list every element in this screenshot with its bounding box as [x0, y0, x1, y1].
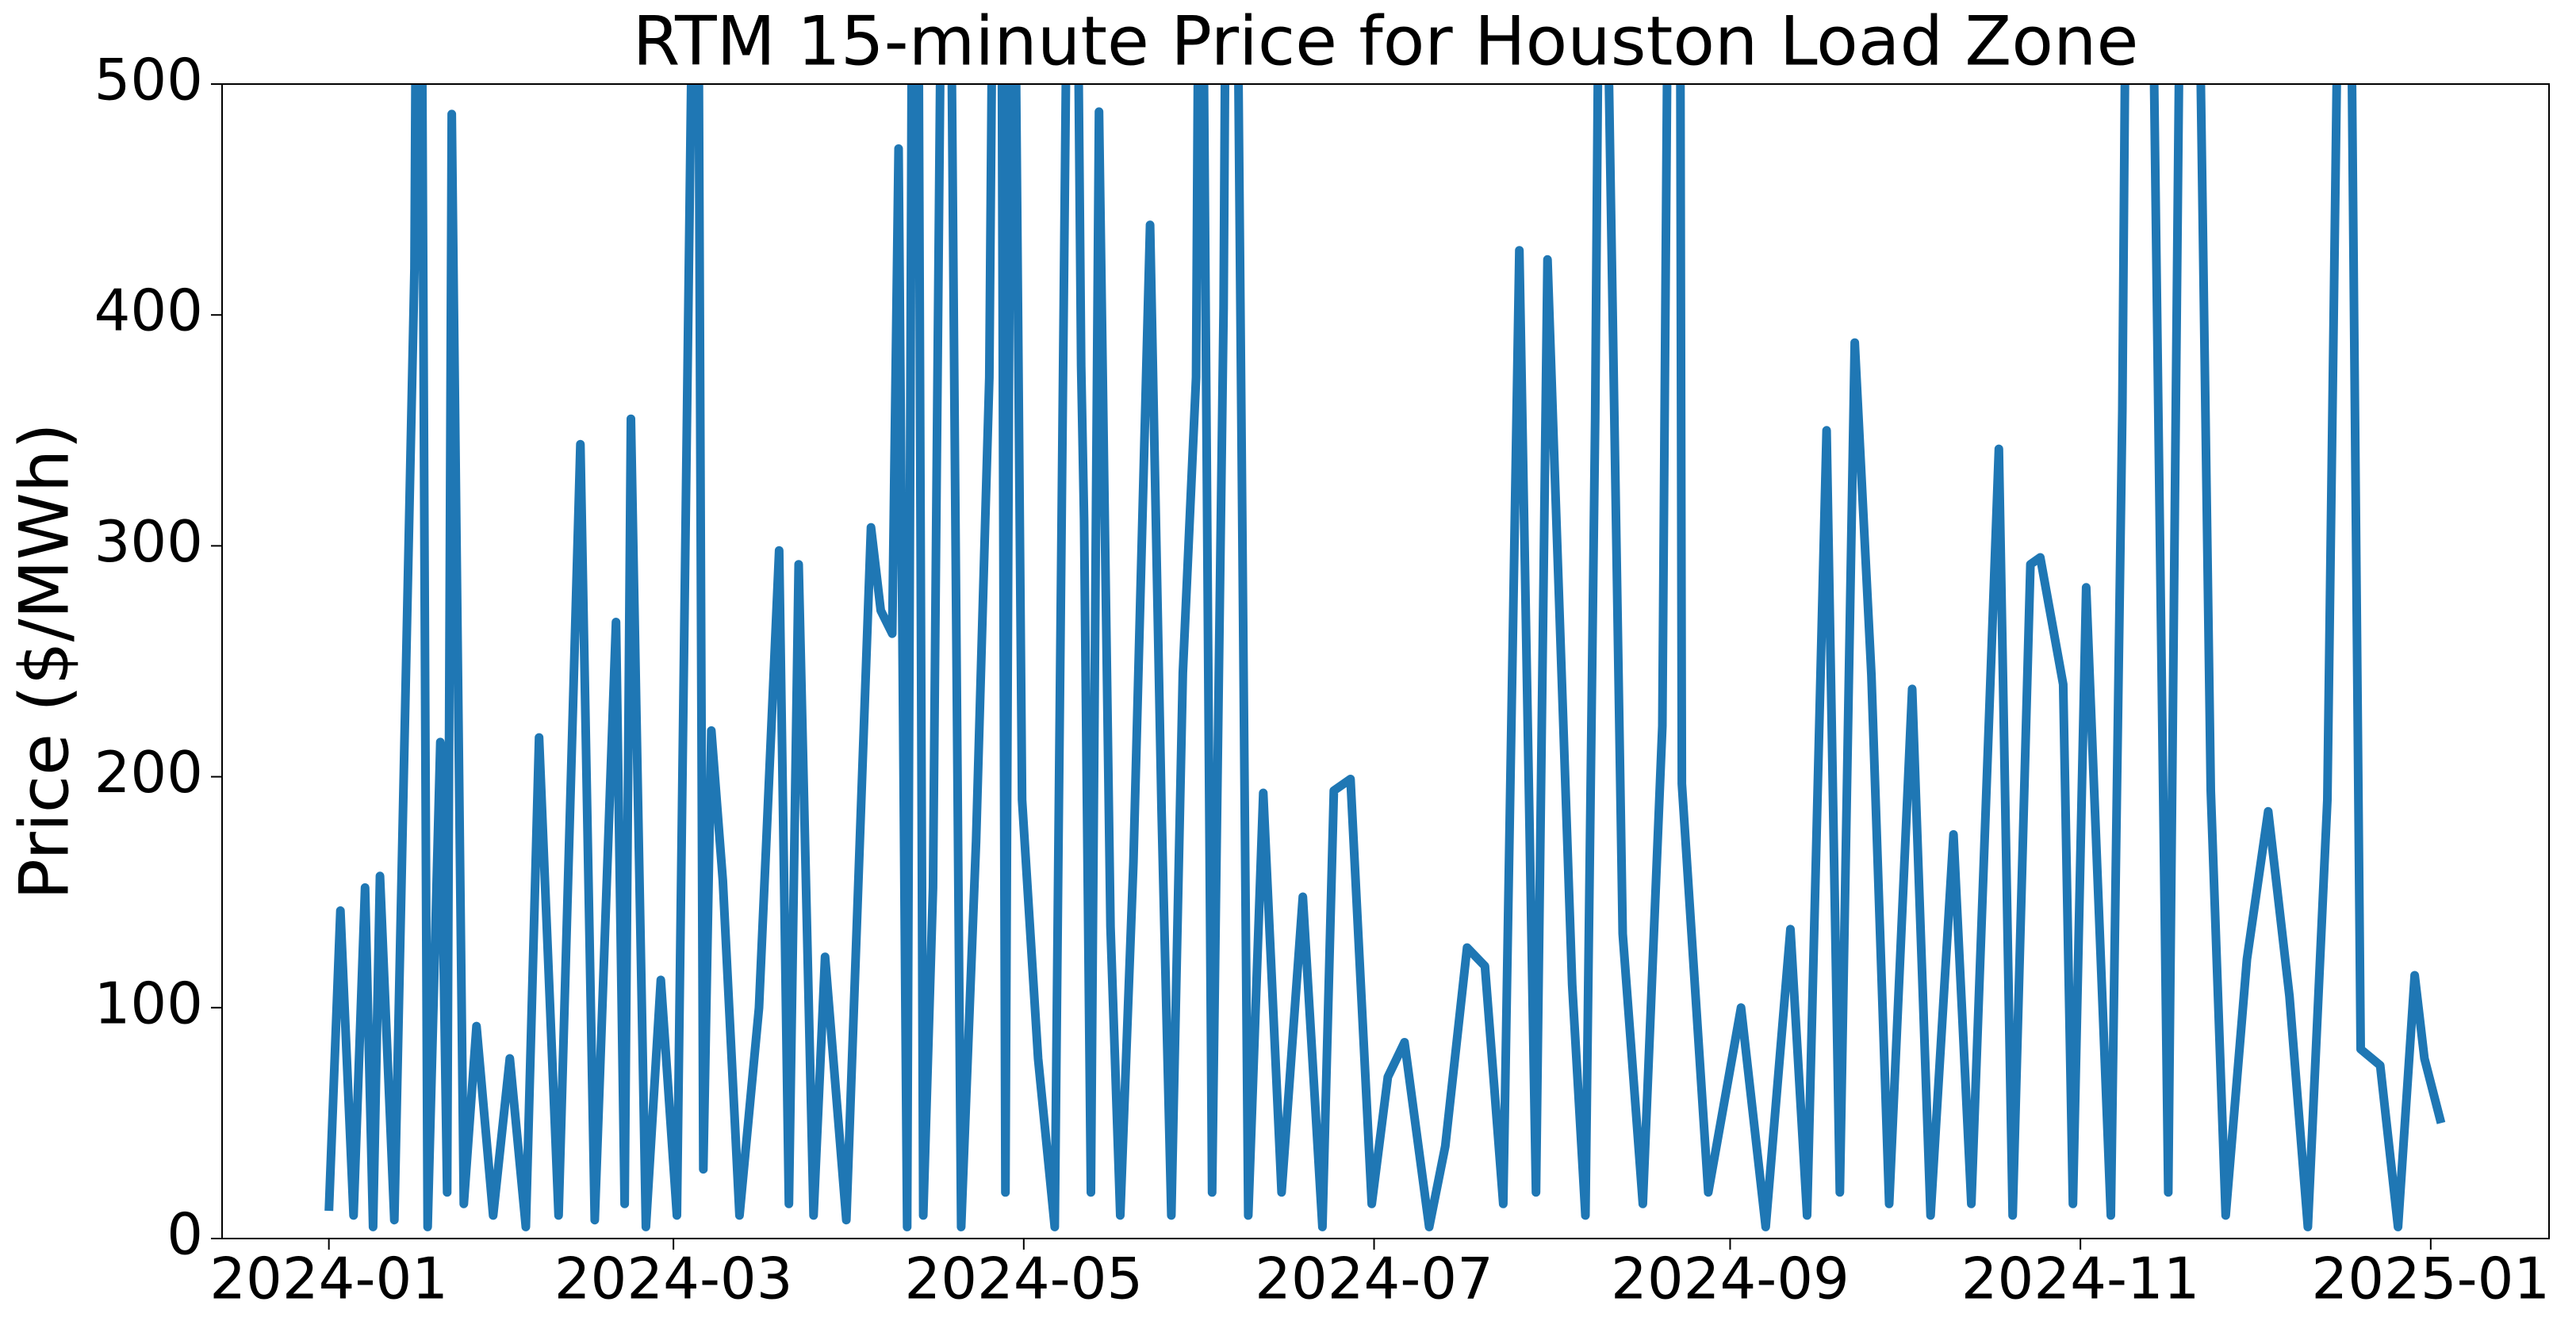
x-tick-label: 2024-01: [209, 1246, 448, 1312]
y-tick-label: 200: [94, 739, 203, 806]
y-tick-label: 400: [94, 278, 203, 344]
x-tick-label: 2024-03: [554, 1246, 793, 1312]
y-tick-label: 0: [167, 1201, 203, 1268]
y-axis-label: Price ($/MWh): [5, 423, 84, 900]
y-tick-label: 100: [94, 970, 203, 1036]
x-tick-label: 2024-05: [904, 1246, 1143, 1312]
price-line: [324, 84, 2446, 1231]
x-tick-label: 2024-11: [1961, 1246, 2200, 1312]
plot-frame: [221, 83, 2550, 1239]
x-tick-label: 2024-07: [1255, 1246, 1493, 1312]
x-tick-label: 2024-09: [1611, 1246, 1850, 1312]
y-tick-label: 300: [94, 508, 203, 575]
x-tick-label: 2025-01: [2311, 1246, 2550, 1312]
chart-title: RTM 15-minute Price for Houston Load Zon…: [633, 2, 2139, 81]
y-tick-label: 500: [94, 47, 203, 113]
